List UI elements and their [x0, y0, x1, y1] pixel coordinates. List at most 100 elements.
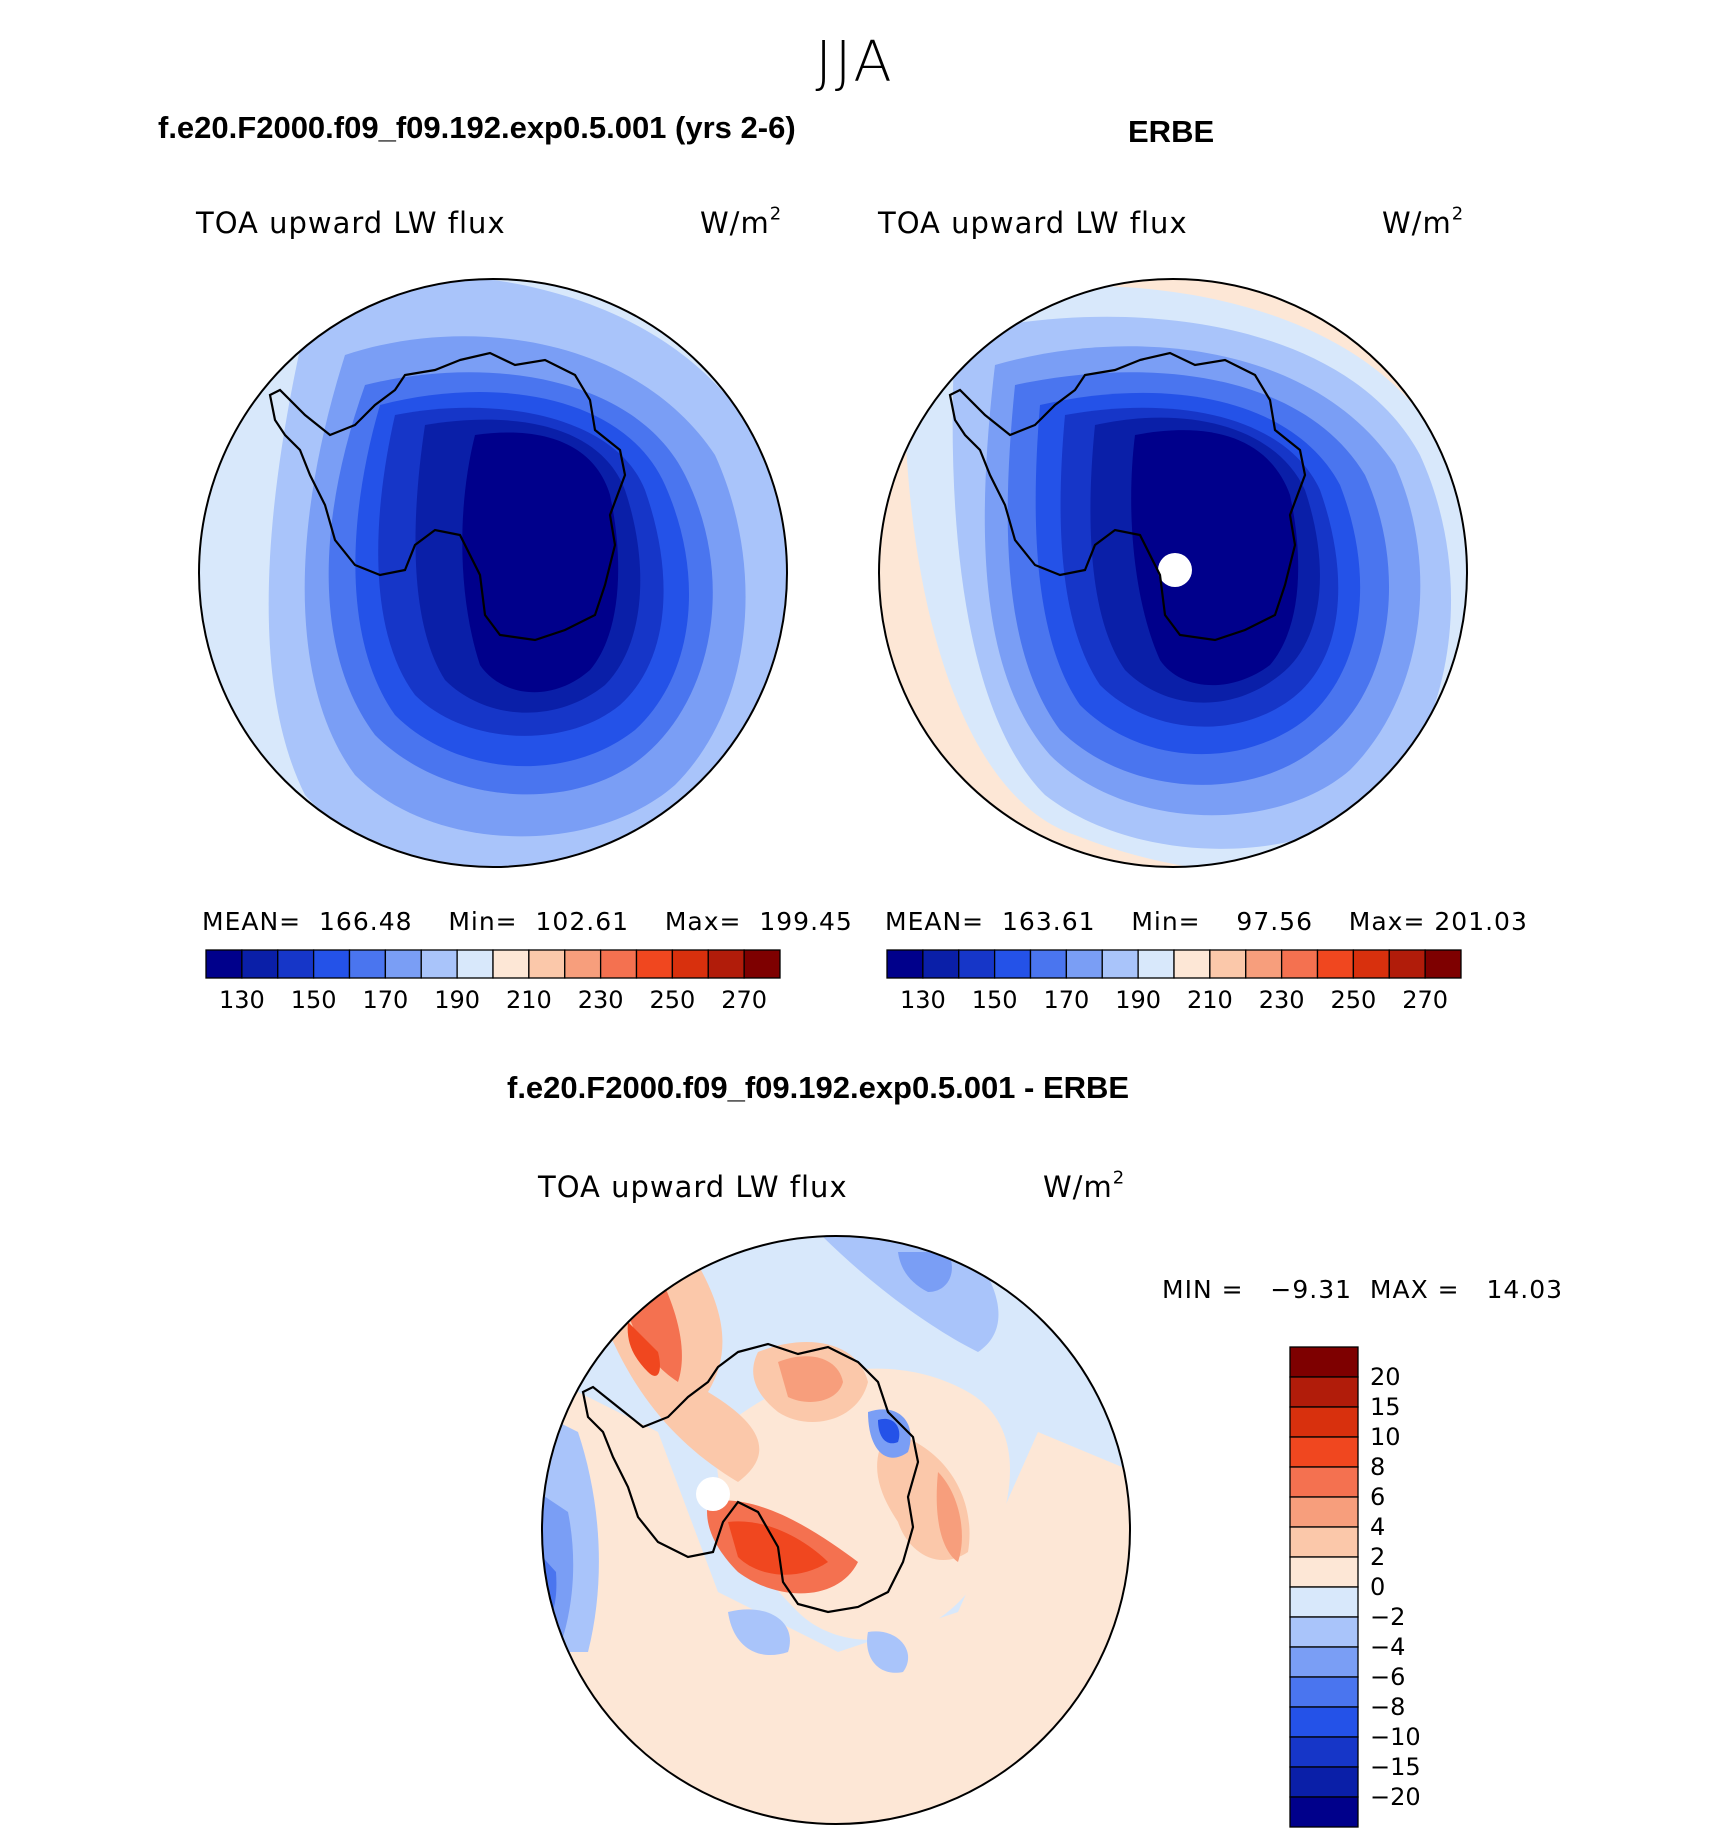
colorbar-1-box — [671, 949, 709, 979]
panel-2-units: W/m2 — [1382, 203, 1465, 240]
colorbar-1: 130 150 170 190 210 230 250 270 — [205, 949, 781, 1014]
colorbar-1-box — [492, 949, 530, 979]
colorbar-1-box — [205, 949, 243, 979]
colorbar-diff-box — [1289, 1466, 1359, 1498]
colorbar-1-box — [312, 949, 351, 979]
colorbar-2-box — [1280, 949, 1319, 979]
colorbar-diff-tick-label: −15 — [1370, 1753, 1421, 1781]
diff-panel-variable: TOA upward LW flux — [538, 1170, 848, 1204]
colorbar-2-tick-label: 190 — [1115, 986, 1161, 1014]
colorbar-diff-box — [1289, 1346, 1359, 1378]
colorbar-diff-box — [1289, 1496, 1359, 1528]
colorbar-1-tick-label: 250 — [649, 986, 695, 1014]
colorbar-1-box — [456, 949, 494, 979]
colorbar-1-box — [635, 949, 674, 979]
colorbar-1-box — [743, 949, 781, 979]
colorbar-1-tick-label: 210 — [506, 986, 552, 1014]
colorbar-1-tick-label: 170 — [362, 986, 408, 1014]
colorbar-2-tick-label: 150 — [972, 986, 1018, 1014]
map-1-contours — [199, 279, 787, 867]
colorbar-diff-tick-label: −6 — [1370, 1663, 1405, 1691]
colorbar-diff-tick-label: −2 — [1370, 1603, 1405, 1631]
colorbar-2-box — [1173, 949, 1211, 979]
colorbar-2-tick-label: 270 — [1402, 986, 1448, 1014]
colorbar-diff-tick-label: 20 — [1370, 1363, 1401, 1391]
colorbar-diff-tick-label: −10 — [1370, 1723, 1421, 1751]
colorbar-1-box — [277, 949, 315, 979]
colorbar-2-box — [1424, 949, 1462, 979]
colorbar-diff-tick-label: −8 — [1370, 1693, 1405, 1721]
colorbar-1-box — [528, 949, 566, 979]
colorbar-diff-box — [1289, 1376, 1359, 1408]
colorbar-diff-tick-label: 10 — [1370, 1423, 1401, 1451]
colorbar-1-box — [348, 949, 387, 979]
panel-1-units: W/m2 — [700, 203, 783, 240]
colorbar-1-box — [420, 949, 458, 979]
colorbar-1-box — [384, 949, 422, 979]
colorbar-diff-box — [1289, 1556, 1359, 1588]
colorbar-2-tick-label: 170 — [1043, 986, 1089, 1014]
colorbar-2-tick-label: 250 — [1330, 986, 1376, 1014]
diff-panel-minmax: MIN = −9.31 MAX = 14.03 — [1162, 1275, 1564, 1304]
colorbar-diff-tick-label: −20 — [1370, 1783, 1421, 1811]
map-2-missing-data-pole — [1158, 553, 1192, 587]
diff-panel-title: f.e20.F2000.f09_f09.192.exp0.5.001 - ERB… — [507, 1070, 1130, 1105]
colorbar-2-box — [1029, 949, 1068, 979]
colorbar-diff-box — [1289, 1586, 1359, 1618]
colorbar-diff-box — [1289, 1616, 1359, 1648]
season-title: JJA — [815, 30, 895, 95]
panel-1-variable: TOA upward LW flux — [196, 206, 506, 240]
colorbar-diff-tick-label: 6 — [1370, 1483, 1385, 1511]
colorbar-1-tick-label: 270 — [721, 986, 767, 1014]
colorbar-diff-box — [1289, 1766, 1359, 1798]
map-2-boundary — [878, 278, 1468, 868]
colorbar-diff-box — [1289, 1676, 1359, 1708]
diff-panel-units: W/m2 — [1043, 1167, 1126, 1204]
panel-2-title: ERBE — [1128, 114, 1215, 149]
map-diff-missing-data-pole — [696, 1477, 730, 1511]
colorbar-diff-box — [1289, 1796, 1359, 1828]
colorbar-2-box — [1352, 949, 1390, 979]
colorbar-2-tick-label: 130 — [900, 986, 946, 1014]
map-2-contours — [879, 279, 1467, 867]
map-2 — [878, 278, 1468, 868]
map-diff-boundary — [541, 1235, 1131, 1825]
colorbar-1-tick-label: 130 — [219, 986, 265, 1014]
colorbar-1-box — [564, 949, 602, 979]
colorbar-2-box — [993, 949, 1032, 979]
map-1-boundary — [198, 278, 788, 868]
colorbar-1-box — [707, 949, 745, 979]
colorbar-2-box — [1209, 949, 1247, 979]
colorbar-1-tick-label: 150 — [291, 986, 337, 1014]
colorbar-2-box — [1137, 949, 1175, 979]
map-diff — [541, 1235, 1131, 1825]
colorbar-1-box — [599, 949, 638, 979]
colorbar-2-tick-label: 210 — [1187, 986, 1233, 1014]
panel-2-stats: MEAN= 163.61 Min= 97.56 Max= 201.03 — [885, 907, 1528, 936]
panel-2-variable: TOA upward LW flux — [878, 206, 1188, 240]
colorbar-1-tick-label: 230 — [578, 986, 624, 1014]
map-diff-contours — [542, 1236, 1130, 1824]
colorbar-diff-tick-label: 0 — [1370, 1573, 1385, 1601]
colorbar-2-box — [1316, 949, 1355, 979]
colorbar-diff-box — [1289, 1406, 1359, 1438]
colorbar-2-box — [1245, 949, 1283, 979]
colorbar-2-box — [1065, 949, 1103, 979]
colorbar-diff-tick-label: 15 — [1370, 1393, 1401, 1421]
colorbar-diff-tick-label: −4 — [1370, 1633, 1405, 1661]
colorbar-2-box — [886, 949, 924, 979]
colorbar-diff-box — [1289, 1526, 1359, 1558]
colorbar-2-box — [1388, 949, 1426, 979]
colorbar-2-tick-label: 230 — [1259, 986, 1305, 1014]
panel-1-stats: MEAN= 166.48 Min= 102.61 Max= 199.45 — [202, 907, 853, 936]
colorbar-2-box — [922, 949, 960, 979]
colorbar-diff-box — [1289, 1436, 1359, 1468]
colorbar-diff-box — [1289, 1736, 1359, 1768]
colorbar-diff-tick-label: 4 — [1370, 1513, 1385, 1541]
panel-1-title: f.e20.F2000.f09_f09.192.exp0.5.001 (yrs … — [158, 110, 796, 145]
colorbar-1-box — [241, 949, 279, 979]
colorbar-diff-box — [1289, 1706, 1359, 1738]
colorbar-diff-tick-label: 2 — [1370, 1543, 1385, 1571]
colorbar-2: 130 150 170 190 210 230 250 270 — [886, 949, 1462, 1014]
